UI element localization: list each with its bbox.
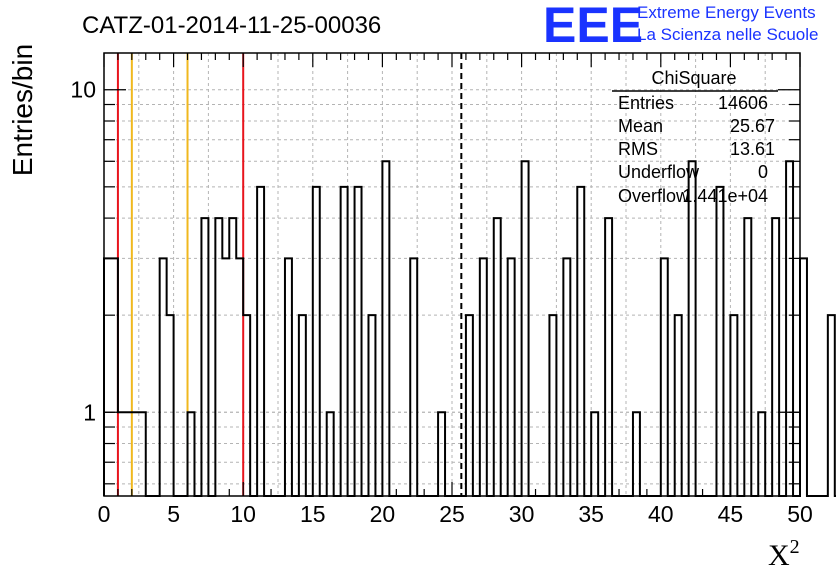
x-tick-label: 35: [578, 501, 604, 527]
x-tick-label: 40: [648, 501, 674, 527]
axis-ticks: [103, 53, 801, 496]
x-tick-label: 30: [509, 501, 535, 527]
chart-title: CATZ-01-2014-11-25-00036: [82, 12, 381, 39]
logo-line-1: Extreme Energy Events: [637, 3, 816, 22]
stats-box-title: ChiSquare: [651, 68, 736, 88]
stats-value-rms: 13.61: [730, 139, 775, 159]
y-tick-labels: 1 10: [70, 77, 96, 426]
stats-box: ChiSquare Entries 14606 Mean 25.67 RMS 1…: [612, 68, 778, 206]
x-axis-label-superscript: 2: [790, 536, 800, 558]
x-tick-label: 15: [300, 501, 326, 527]
x-tick-label: 5: [167, 501, 180, 527]
x-tick-labels: 0 5 10 15 20 25 30 35 40 45 50: [98, 501, 813, 527]
x-tick-label: 25: [439, 501, 465, 527]
stats-label-underflow: Underflow: [618, 162, 700, 182]
eee-logo: EEE Extreme Energy Events La Scienza nel…: [543, 0, 818, 53]
stats-label-rms: RMS: [618, 139, 658, 159]
stats-value-underflow: 0: [758, 162, 768, 182]
x-tick-label: 10: [230, 501, 256, 527]
stats-label-mean: Mean: [618, 116, 663, 136]
stats-value-mean: 25.67: [730, 116, 775, 136]
x-axis-label-base: X: [768, 539, 790, 572]
stats-value-overflow: 1.441e+04: [682, 186, 768, 206]
x-tick-label: 45: [718, 501, 744, 527]
grid: [104, 53, 800, 496]
x-tick-label: 50: [787, 501, 813, 527]
x-axis-label: X2: [768, 536, 800, 572]
y-axis-label: Entries/bin: [7, 44, 38, 176]
x-tick-label: 20: [370, 501, 396, 527]
logo-line-2: La Scienza nelle Scuole: [637, 25, 818, 44]
stats-label-overflow: Overflow: [618, 186, 690, 206]
y-tick-label: 1: [83, 399, 96, 425]
histogram-series: [103, 160, 836, 497]
eee-logo-mark: EEE: [543, 0, 643, 53]
stats-label-entries: Entries: [618, 93, 674, 113]
y-tick-label: 10: [70, 77, 96, 103]
stats-value-entries: 14606: [718, 93, 768, 113]
x-tick-label: 0: [98, 501, 111, 527]
